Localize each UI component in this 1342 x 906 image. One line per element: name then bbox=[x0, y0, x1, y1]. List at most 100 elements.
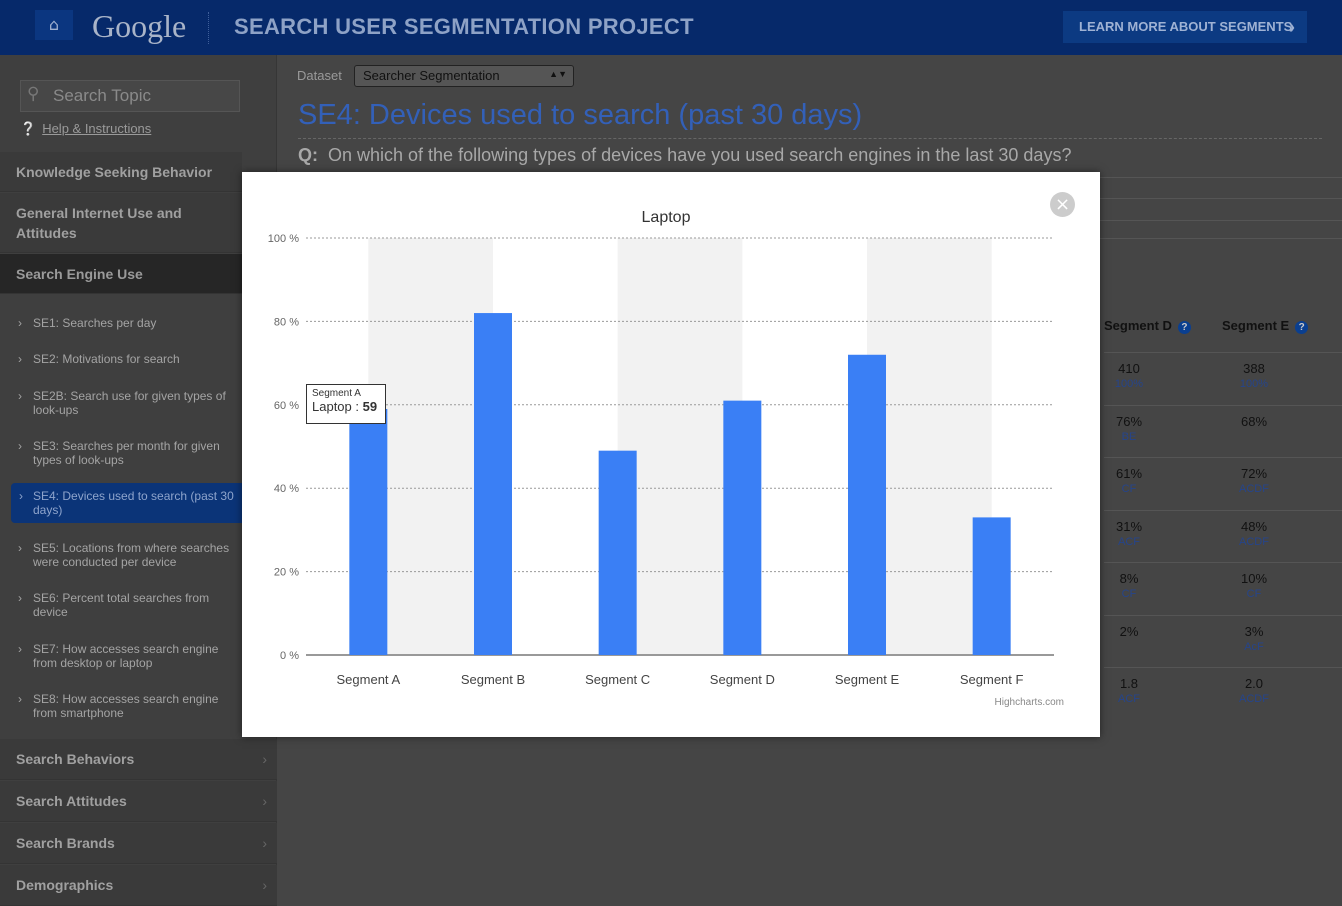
sidebar-category-demographics[interactable]: Demographics › bbox=[0, 865, 277, 906]
table-cell: 3% AcF bbox=[1229, 624, 1279, 653]
x-tick-label: Segment A bbox=[337, 672, 401, 687]
cell-significance: ACF bbox=[1118, 693, 1140, 705]
tooltip-value: 59 bbox=[362, 399, 378, 414]
chevron-right-icon: › bbox=[18, 642, 22, 656]
cell-significance: ACDF bbox=[1239, 693, 1269, 705]
chevron-right-icon: › bbox=[262, 835, 267, 851]
column-header-segment-e: Segment E? bbox=[1222, 318, 1309, 334]
table-cell: 2% bbox=[1104, 624, 1154, 641]
item-label: SE4: Devices used to search (past 30 day… bbox=[33, 489, 234, 517]
close-button[interactable]: × bbox=[1050, 192, 1075, 217]
x-tick-label: Segment B bbox=[461, 672, 525, 687]
sidebar-category-search-brands[interactable]: Search Brands › bbox=[0, 823, 277, 864]
category-label: Search Brands bbox=[16, 835, 115, 851]
cell-value: 388 bbox=[1243, 361, 1265, 376]
chevron-right-icon: › bbox=[262, 877, 267, 893]
category-label: Demographics bbox=[16, 877, 114, 893]
table-row: 2% 3% AcF bbox=[1104, 614, 1342, 667]
dataset-select[interactable]: Searcher Segmentation ▲▼ bbox=[354, 65, 574, 87]
cell-significance: ACF bbox=[1118, 535, 1140, 548]
cell-significance: CF bbox=[1121, 483, 1137, 495]
y-tick-label: 20 % bbox=[274, 567, 299, 579]
table-cell: 8% CF bbox=[1104, 571, 1154, 600]
sidebar-item-se5[interactable]: › SE5: Locations from where searches were… bbox=[18, 541, 236, 569]
table-cell: 72% ACDF bbox=[1229, 466, 1279, 495]
cell-value: 68% bbox=[1240, 413, 1268, 429]
cell-significance: 100% bbox=[1114, 378, 1144, 390]
table-cell: 31% ACF bbox=[1104, 519, 1154, 548]
divider bbox=[1100, 238, 1342, 239]
chart-tooltip: Segment A Laptop : 59 bbox=[306, 384, 386, 424]
alternate-band bbox=[867, 238, 992, 655]
question-text: Q: On which of the following types of dev… bbox=[298, 145, 1071, 166]
cell-significance: 100% bbox=[1239, 378, 1269, 390]
table-row: 76% BE 68% bbox=[1104, 404, 1342, 457]
chevron-right-icon: › bbox=[19, 489, 23, 503]
bar-chart: 0 %20 %40 %60 %80 %100 %Segment A Segment… bbox=[268, 209, 1054, 687]
item-label: SE3: Searches per month for given types … bbox=[33, 439, 220, 467]
sidebar-item-se2[interactable]: › SE2: Motivations for search bbox=[18, 352, 236, 366]
sidebar-category-internet-use[interactable]: General Internet Use and Attitudes bbox=[0, 193, 242, 253]
alternate-band bbox=[617, 238, 743, 655]
cell-value: 72% bbox=[1240, 466, 1268, 481]
cell-value: 48% bbox=[1240, 518, 1268, 534]
sidebar-category-search-behaviors[interactable]: Search Behaviors › bbox=[0, 739, 277, 780]
home-button[interactable]: ⌂ bbox=[35, 10, 73, 40]
sidebar-category-search-attitudes[interactable]: Search Attitudes › bbox=[0, 781, 277, 822]
help-link[interactable]: ❔ Help & Instructions bbox=[20, 121, 151, 137]
google-logo[interactable]: Google bbox=[92, 8, 187, 44]
dataset-label: Dataset bbox=[297, 68, 342, 83]
y-tick-label: 60 % bbox=[274, 400, 299, 412]
sidebar: ⚲ Search Topic ❔ Help & Instructions Knowl… bbox=[0, 55, 277, 906]
learn-more-button[interactable]: LEARN MORE ABOUT SEGMENTS › bbox=[1063, 11, 1307, 43]
table-row: 410 100% 388 100% bbox=[1104, 352, 1342, 404]
help-icon: ❔ bbox=[20, 121, 37, 136]
sidebar-item-se2b[interactable]: › SE2B: Search use for given types of loo… bbox=[18, 389, 236, 417]
y-tick-label: 40 % bbox=[274, 483, 299, 495]
table-cell: 68% bbox=[1229, 414, 1279, 431]
highcharts-credit[interactable]: Highcharts.com bbox=[994, 697, 1064, 708]
divider bbox=[1100, 177, 1342, 178]
help-icon[interactable]: ? bbox=[1295, 321, 1309, 334]
cell-value: 2% bbox=[1119, 623, 1139, 639]
help-label: Help & Instructions bbox=[42, 121, 152, 136]
sidebar-item-se1[interactable]: › SE1: Searches per day bbox=[18, 316, 236, 330]
cell-significance: CF bbox=[1246, 588, 1262, 600]
y-tick-label: 0 % bbox=[280, 650, 299, 662]
sidebar-item-se7[interactable]: › SE7: How accesses search engine from de… bbox=[18, 642, 236, 670]
item-label: SE8: How accesses search engine from sma… bbox=[33, 692, 219, 720]
category-label: Knowledge Seeking Behavior bbox=[16, 163, 213, 180]
table-cell: 76% BE bbox=[1104, 414, 1154, 443]
table-cell: 388 100% bbox=[1229, 361, 1279, 390]
cell-value: 61% bbox=[1115, 466, 1143, 481]
table-row: 1.8 ACF 2.0 ACDF bbox=[1104, 667, 1342, 719]
category-label: Search Engine Use bbox=[16, 265, 143, 282]
cell-value: 76% bbox=[1115, 413, 1143, 429]
table-cell: 2.0 ACDF bbox=[1229, 676, 1279, 705]
cell-significance: CF bbox=[1121, 588, 1137, 600]
sidebar-item-se8[interactable]: › SE8: How accesses search engine from sm… bbox=[18, 692, 236, 720]
cell-value: 8% bbox=[1119, 571, 1139, 586]
chart-modal: 0 % 20 % 40 % 60 % 80 % 100 % Segment A Segment… bbox=[242, 172, 1100, 737]
search-input[interactable]: ⚲ Search Topic bbox=[20, 80, 240, 112]
sidebar-category-search-engine-use[interactable]: Search Engine Use bbox=[0, 254, 242, 294]
divider bbox=[1100, 198, 1342, 199]
cell-value: 3% bbox=[1244, 623, 1264, 639]
cell-value: 1.8 bbox=[1119, 676, 1139, 691]
search-placeholder: Search Topic bbox=[53, 86, 151, 105]
sidebar-item-se6[interactable]: › SE6: Percent total searches from device bbox=[18, 591, 236, 619]
y-tick-label: 100 % bbox=[268, 233, 299, 245]
chevron-right-icon: › bbox=[18, 389, 22, 403]
category-label: General Internet Use and Attitudes bbox=[16, 204, 182, 241]
bar-segment-d bbox=[723, 400, 762, 655]
x-tick-label: Segment C bbox=[585, 672, 650, 687]
select-arrows-icon: ▲▼ bbox=[549, 69, 567, 79]
sidebar-item-se3[interactable]: › SE3: Searches per month for given types… bbox=[18, 439, 236, 467]
learn-more-label: LEARN MORE ABOUT SEGMENTS bbox=[1079, 19, 1293, 34]
sidebar-item-se4[interactable]: › SE4: Devices used to search (past 30 da… bbox=[11, 483, 242, 523]
bar-segment-c bbox=[598, 450, 637, 655]
table-cell: 61% CF bbox=[1104, 466, 1154, 495]
sidebar-category-knowledge[interactable]: Knowledge Seeking Behavior bbox=[0, 152, 242, 192]
help-icon[interactable]: ? bbox=[1177, 321, 1191, 334]
dataset-value: Searcher Segmentation bbox=[363, 68, 500, 83]
